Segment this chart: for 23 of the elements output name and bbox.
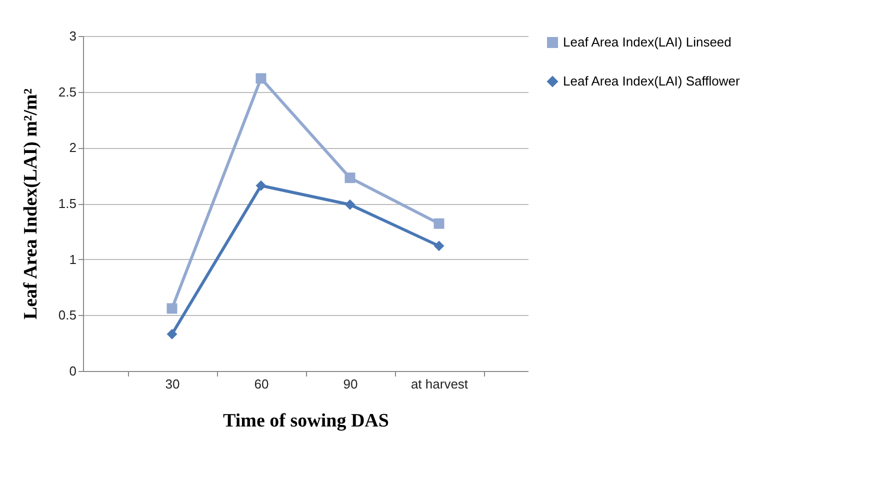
- point: [434, 218, 444, 229]
- y-tick-label: 0: [69, 364, 76, 378]
- x-tick-label: at harvest: [410, 376, 468, 392]
- point: [256, 73, 266, 84]
- point: [434, 240, 444, 252]
- y-tick-label: 2: [69, 140, 76, 156]
- legend-label: Leaf Area Index(LAI) Linseed: [563, 34, 732, 50]
- y-tick-label: 2.5: [58, 84, 76, 100]
- x-tick-label: 90: [343, 376, 358, 392]
- point: [256, 180, 266, 191]
- y-tick-label: 1.5: [58, 196, 76, 211]
- point: [344, 199, 356, 210]
- x-axis-title: Time of sowing DAS: [223, 410, 389, 432]
- y-axis-title: Leaf Area Index(LAI) m²/m²: [20, 88, 42, 320]
- x-tick-label: 60: [254, 376, 269, 392]
- point: [166, 328, 178, 340]
- legend-label: Leaf Area Index(LAI) Safflower: [563, 74, 740, 88]
- y-tick-label: 1: [69, 252, 76, 267]
- y-tick-label: 0.5: [58, 308, 76, 323]
- y-tick-label: 3: [69, 28, 76, 44]
- point: [166, 303, 178, 314]
- x-tick-label: 30: [165, 376, 180, 392]
- point: [344, 172, 356, 184]
